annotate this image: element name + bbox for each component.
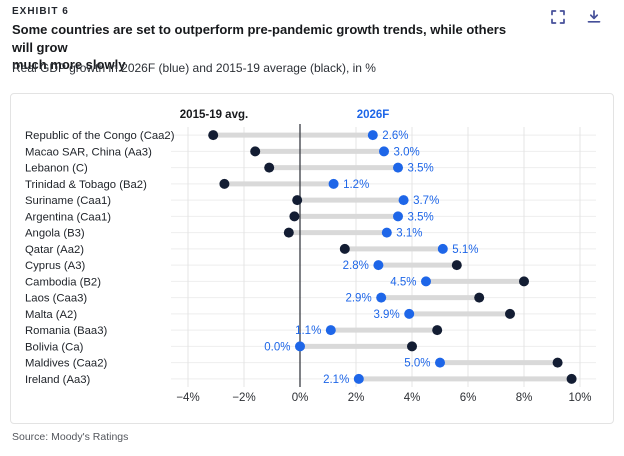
column-header-avg: 2015-19 avg. [180,109,248,121]
column-header-forecast: 2026F [357,109,390,121]
forecast-dot[interactable] [421,276,431,287]
x-tick-label: 2% [348,392,365,404]
forecast-value-label: 4.5% [390,276,416,288]
forecast-value-label: 3.0% [394,146,420,158]
forecast-value-label: 2.6% [382,130,408,142]
category-label: Angola (B3) [25,228,85,240]
category-label: Maldives (Caa2) [25,358,107,370]
forecast-dot[interactable] [367,130,378,141]
forecast-dot[interactable] [381,227,392,238]
forecast-value-label: 5.0% [404,358,430,370]
category-label: Macao SAR, China (Aa3) [25,146,152,158]
forecast-value-label: 1.1% [295,325,321,337]
avg-dot[interactable] [264,162,275,173]
category-label: Malta (A2) [25,309,77,321]
category-label: Cyprus (A3) [25,260,86,272]
avg-dot[interactable] [566,373,577,384]
x-tick-label: 10% [568,392,591,404]
avg-dot[interactable] [407,341,417,352]
forecast-value-label: 3.7% [413,195,439,207]
chart-title-line2: much more slowly [12,57,126,72]
category-label: Argentina (Caa1) [25,211,111,223]
exhibit-number: EXHIBIT 6 [12,6,69,17]
category-label: Suriname (Caa1) [25,195,111,207]
category-label: Romania (Baa3) [25,325,107,337]
forecast-value-label: 2.9% [345,293,371,305]
forecast-dot[interactable] [376,292,387,303]
category-label: Laos (Caa3) [25,293,87,305]
avg-dot[interactable] [432,325,443,336]
category-label: Lebanon (C) [25,163,88,175]
avg-dot[interactable] [219,178,230,189]
x-tick-label: 8% [516,392,533,404]
forecast-value-label: 0.0% [264,341,290,353]
category-label: Trinidad & Tobago (Ba2) [25,179,147,191]
forecast-dot[interactable] [379,146,389,157]
forecast-dot[interactable] [435,357,445,368]
avg-dot[interactable] [339,243,350,254]
x-tick-label: 6% [460,392,477,404]
forecast-dot[interactable] [373,260,384,271]
chart-title-line1: Some countries are set to outperform pre… [12,22,507,55]
avg-dot[interactable] [519,276,529,287]
forecast-dot[interactable] [353,373,364,384]
chart-title: Some countries are set to outperform pre… [12,21,512,74]
avg-dot[interactable] [552,357,563,368]
forecast-value-label: 1.2% [343,179,369,191]
forecast-dot[interactable] [295,341,305,352]
dumbbell-chart: 2.6% 3.0% 3.5% 1.2% 3.7% 3.5% 3.1% 5.1% 2.8% 4.5%… [25,109,596,404]
download-icon[interactable] [585,8,603,26]
forecast-value-label: 2.1% [323,374,349,386]
x-tick-label: 0% [292,392,309,404]
forecast-dot[interactable] [398,195,409,206]
forecast-dot[interactable] [437,243,448,254]
forecast-value-label: 2.8% [343,260,369,272]
forecast-dot[interactable] [393,162,403,173]
x-tick-label: −2% [232,392,255,404]
forecast-value-label: 3.5% [408,211,434,223]
category-label: Cambodia (B2) [25,276,101,288]
avg-dot[interactable] [289,211,300,222]
source-note: Source: Moody's Ratings [12,431,129,443]
avg-dot[interactable] [292,195,303,206]
chart-panel: 2.6% 3.0% 3.5% 1.2% 3.7% 3.5% 3.1% 5.1% 2.8% 4.5%… [10,93,614,424]
category-label: Ireland (Aa3) [25,374,91,386]
chart-subtitle: Real GDP growth in 2026F (blue) and 2015… [12,61,376,75]
category-label: Qatar (Aa2) [25,244,84,256]
forecast-value-label: 5.1% [452,244,478,256]
avg-dot[interactable] [250,146,261,157]
forecast-value-label: 3.1% [396,228,422,240]
expand-icon[interactable] [549,8,567,26]
x-tick-label: −4% [176,392,199,404]
forecast-dot[interactable] [325,325,336,336]
forecast-dot[interactable] [328,178,339,189]
forecast-dot[interactable] [393,211,403,222]
avg-dot[interactable] [208,130,219,141]
avg-dot[interactable] [451,260,462,271]
forecast-value-label: 3.5% [408,163,434,175]
category-label: Bolivia (Ca) [25,341,84,353]
x-tick-label: 4% [404,392,421,404]
avg-dot[interactable] [505,308,515,319]
category-label: Republic of the Congo (Caa2) [25,130,175,142]
avg-dot[interactable] [474,292,485,303]
forecast-value-label: 3.9% [373,309,399,321]
avg-dot[interactable] [283,227,294,238]
forecast-dot[interactable] [404,308,415,319]
